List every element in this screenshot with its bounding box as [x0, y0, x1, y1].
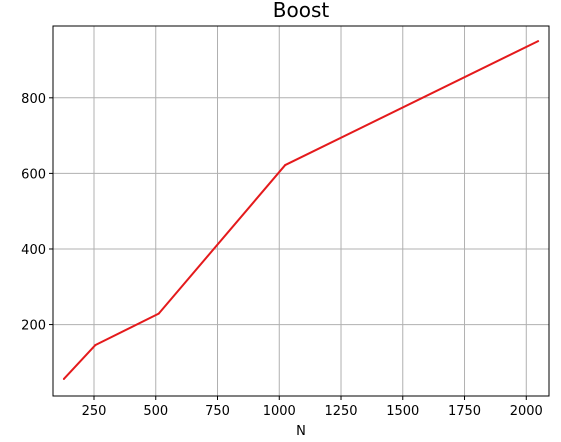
- data-point: [537, 40, 540, 43]
- y-tick-label: 400: [21, 243, 46, 258]
- x-tick-label: 1500: [386, 404, 419, 419]
- x-tick-label: 1000: [263, 404, 296, 419]
- series-line: [63, 40, 539, 380]
- y-axis-ticks: 200 400 600 800: [21, 92, 53, 334]
- y-tick-label: 600: [21, 167, 46, 182]
- data-point: [157, 312, 160, 315]
- data-point: [284, 164, 287, 167]
- x-tick-label: 2000: [510, 404, 543, 419]
- x-axis-label: N: [296, 424, 306, 439]
- x-tick-label: 750: [205, 404, 230, 419]
- y-tick-label: 200: [21, 319, 46, 334]
- grid: [53, 26, 549, 396]
- y-tick-label: 800: [21, 92, 46, 107]
- series-group: [62, 40, 540, 380]
- plot-frame: [52, 25, 550, 397]
- chart-title: Boost: [273, 0, 330, 22]
- x-tick-label: 250: [82, 404, 107, 419]
- x-tick-label: 500: [143, 404, 168, 419]
- x-axis-ticks: 250 500 750 1000 1250 1500 1750 2000: [82, 396, 543, 419]
- x-tick-label: 1750: [448, 404, 481, 419]
- x-tick-label: 1250: [324, 404, 357, 419]
- data-point: [94, 343, 97, 346]
- data-point: [62, 377, 65, 380]
